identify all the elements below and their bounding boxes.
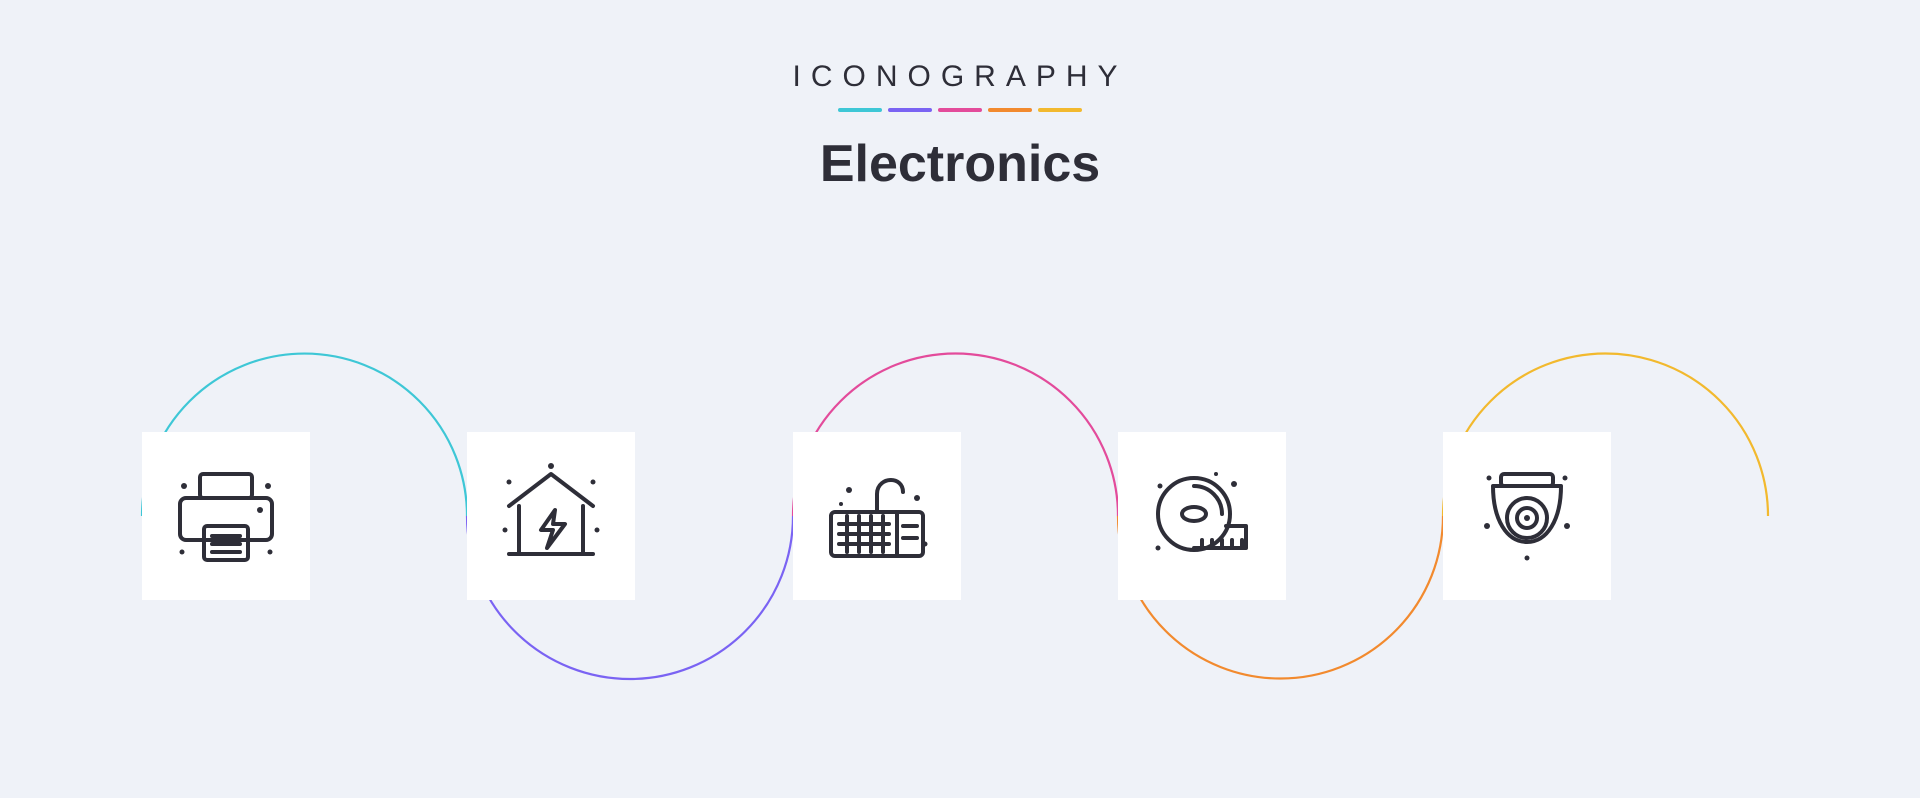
tape-measure-icon [1142, 456, 1262, 576]
icon-card-printer [142, 432, 310, 600]
icon-card-power-house [467, 432, 635, 600]
brand-text: ICONOGRAPHY [0, 60, 1920, 94]
keyboard-icon [817, 456, 937, 576]
icon-card-tape-measure [1118, 432, 1286, 600]
underline-seg-3 [938, 108, 982, 112]
underline-seg-2 [888, 108, 932, 112]
printer-icon [166, 456, 286, 576]
cctv-camera-icon [1467, 456, 1587, 576]
underline-seg-4 [988, 108, 1032, 112]
icon-card-keyboard [793, 432, 961, 600]
brand-underline [838, 108, 1082, 112]
stage: { "header": { "brand": "ICONOGRAPHY", "t… [0, 0, 1920, 798]
underline-seg-5 [1038, 108, 1082, 112]
category-title: Electronics [0, 134, 1920, 194]
header: ICONOGRAPHY Electronics [0, 60, 1920, 194]
icon-card-cctv [1443, 432, 1611, 600]
power-house-icon [491, 456, 611, 576]
underline-seg-1 [838, 108, 882, 112]
